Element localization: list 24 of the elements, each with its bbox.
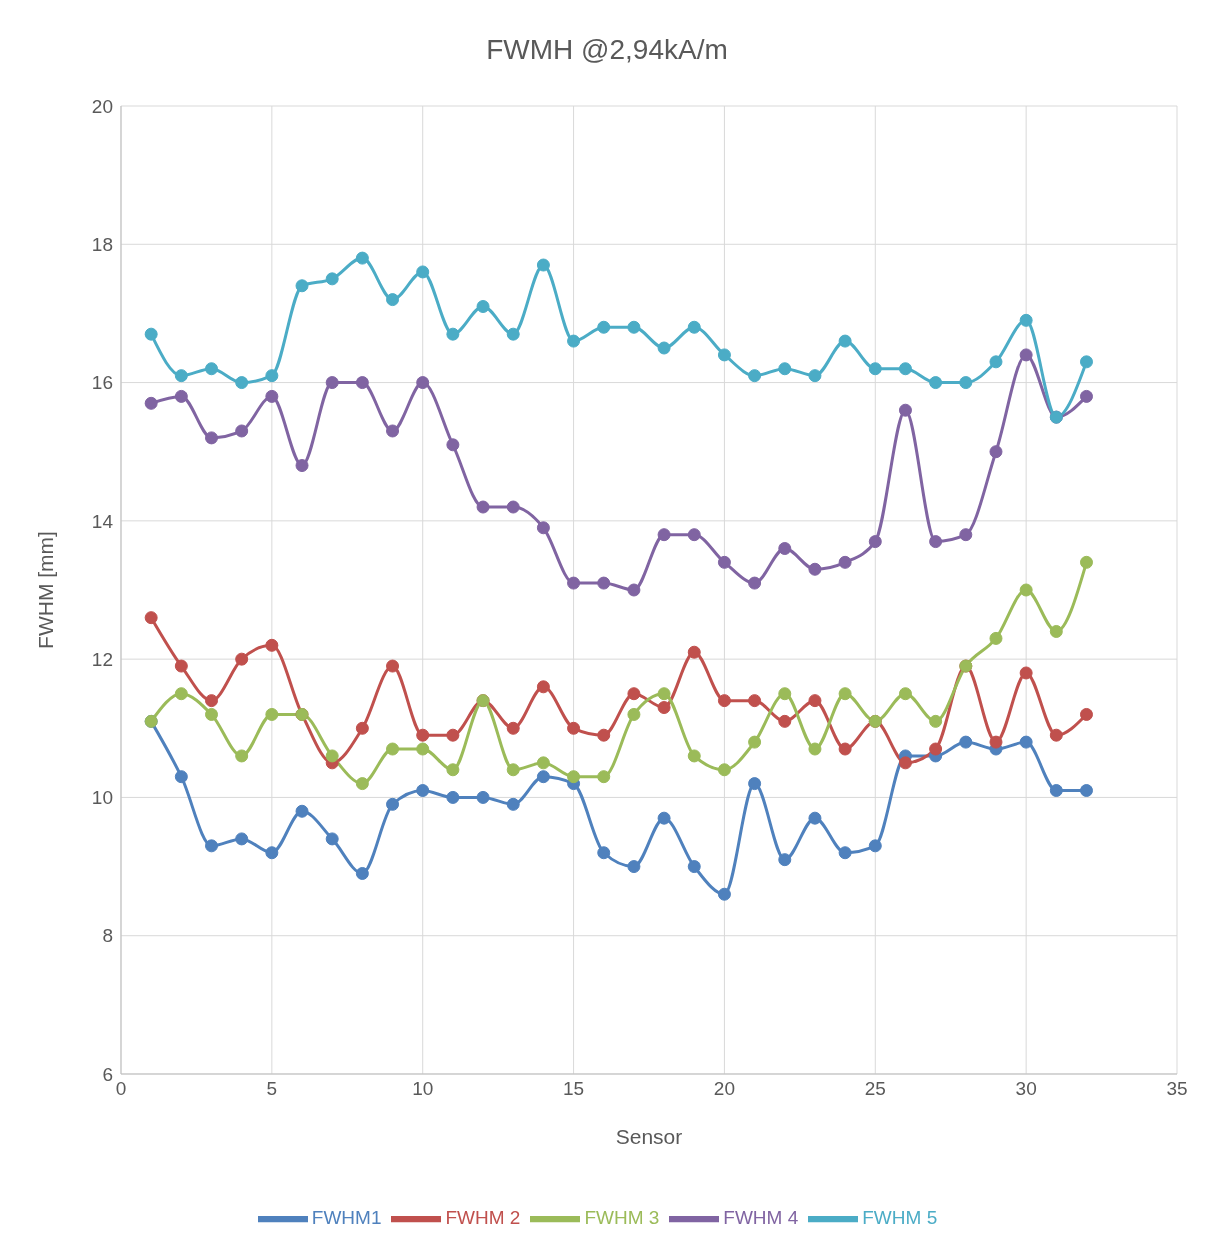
y-axis-title: FWHM [mm] xyxy=(34,531,58,649)
y-tick-label: 20 xyxy=(91,95,113,117)
legend-label: FWHM 3 xyxy=(584,1207,660,1229)
legend-label: FWHM 2 xyxy=(445,1207,521,1229)
x-tick-label: 10 xyxy=(412,1078,434,1100)
x-tick-label: 20 xyxy=(713,1078,735,1100)
x-tick-label: 35 xyxy=(1166,1078,1188,1100)
legend-label: FWHM 4 xyxy=(723,1207,799,1229)
chart-title: FWMH @2,94kA/m xyxy=(485,33,729,67)
x-tick-label: 5 xyxy=(266,1078,278,1100)
y-tick-label: 6 xyxy=(102,1063,113,1085)
x-tick-label: 30 xyxy=(1015,1078,1037,1100)
legend-label: FWHM1 xyxy=(311,1207,382,1229)
y-tick-label: 10 xyxy=(91,787,113,809)
legend-label: FWHM 5 xyxy=(862,1207,938,1229)
x-axis-title: Sensor xyxy=(615,1125,683,1148)
x-tick-label: 0 xyxy=(115,1078,127,1100)
y-tick-label: 14 xyxy=(91,510,114,532)
x-tick-label: 25 xyxy=(864,1078,886,1100)
y-tick-label: 18 xyxy=(91,234,113,256)
y-tick-label: 8 xyxy=(102,925,113,947)
x-tick-label: 15 xyxy=(563,1078,585,1100)
y-tick-label: 16 xyxy=(91,372,113,394)
y-tick-label: 12 xyxy=(91,648,113,670)
